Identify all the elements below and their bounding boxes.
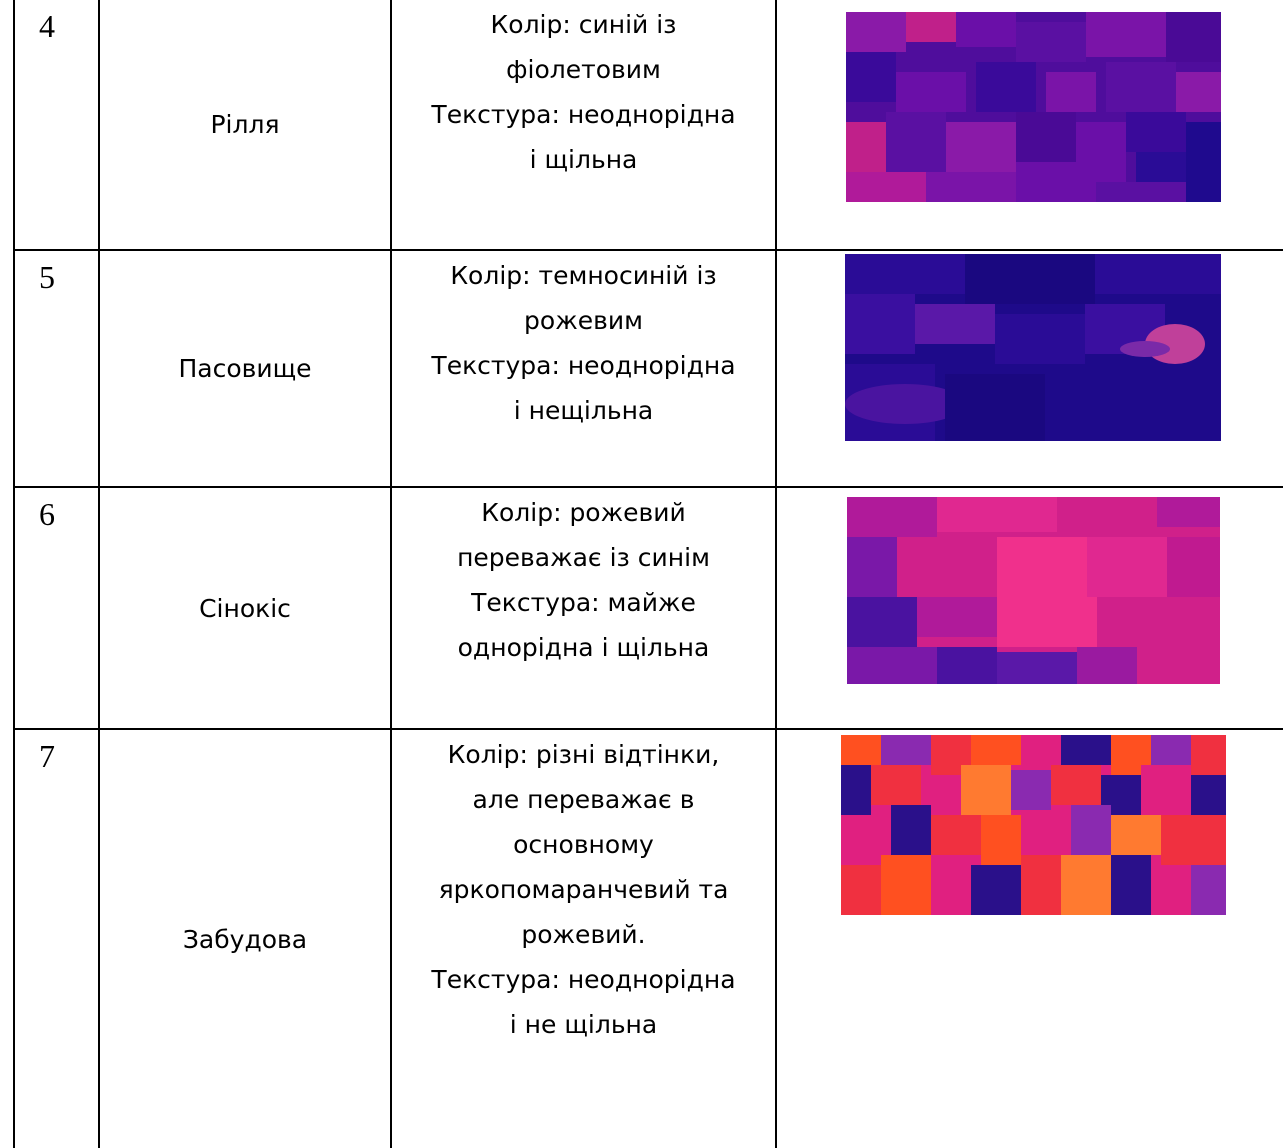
description-line: Колір: темносиній із <box>450 261 717 290</box>
land-type-description: Колір: синій із фіолетовим Текстура: нео… <box>392 0 775 249</box>
row-number: 6 <box>39 496 55 532</box>
land-cover-table: 4 Рілля Колір: синій із фіолетовим Текст… <box>13 0 1283 1148</box>
land-type-name: Забудова <box>182 924 308 954</box>
land-type-description: Колір: різні відтінки, але переважає в о… <box>392 730 775 1148</box>
thumbnail-image <box>845 254 1221 441</box>
column-divider <box>98 0 100 1148</box>
description-line: і щільна <box>529 145 638 174</box>
description-line: Колір: рожевий <box>481 498 686 527</box>
description-line: Текстура: неоднорідна <box>431 965 736 994</box>
land-type-name: Пасовище <box>178 354 312 383</box>
thumbnail-image <box>841 735 1226 915</box>
land-type-description: Колір: темносиній із рожевим Текстура: н… <box>392 251 775 486</box>
description-line: рожевий. <box>521 920 646 949</box>
row-number: 5 <box>39 259 55 295</box>
land-type-name: Рілля <box>210 110 280 139</box>
thumbnail-image <box>847 497 1220 684</box>
column-divider <box>13 0 15 1148</box>
row-number: 4 <box>39 8 55 44</box>
description-line: рожевим <box>524 306 643 335</box>
description-line: основному <box>513 830 654 859</box>
description-line: Колір: синій із <box>490 10 677 39</box>
description-line: Текстура: майже <box>471 588 696 617</box>
row-divider <box>13 486 1283 488</box>
land-type-name: Сінокіс <box>199 593 291 623</box>
column-divider <box>390 0 392 1148</box>
row-divider <box>13 249 1283 251</box>
hayfield-thumbnail <box>847 497 1220 684</box>
description-line: і не щільна <box>509 1010 658 1039</box>
description-line: Текстура: неоднорідна <box>431 351 736 380</box>
arable-land-thumbnail <box>846 12 1221 202</box>
description-line: але переважає в <box>472 785 695 814</box>
pasture-thumbnail <box>845 254 1221 441</box>
row-divider <box>13 728 1283 730</box>
description-line: фіолетовим <box>506 55 661 84</box>
built-up-thumbnail <box>841 735 1226 915</box>
thumbnail-image <box>846 12 1221 202</box>
description-line: і нещільна <box>513 396 654 425</box>
description-line: Колір: різні відтінки, <box>447 740 720 769</box>
description-line: однорідна і щільна <box>457 633 710 662</box>
column-divider <box>775 0 777 1148</box>
description-line: переважає із синім <box>457 543 710 572</box>
description-line: Текстура: неоднорідна <box>431 100 736 129</box>
land-type-description: Колір: рожевий переважає із синім Тексту… <box>392 488 775 728</box>
description-line: яркопомаранчевий та <box>438 875 729 904</box>
row-number: 7 <box>39 738 55 774</box>
